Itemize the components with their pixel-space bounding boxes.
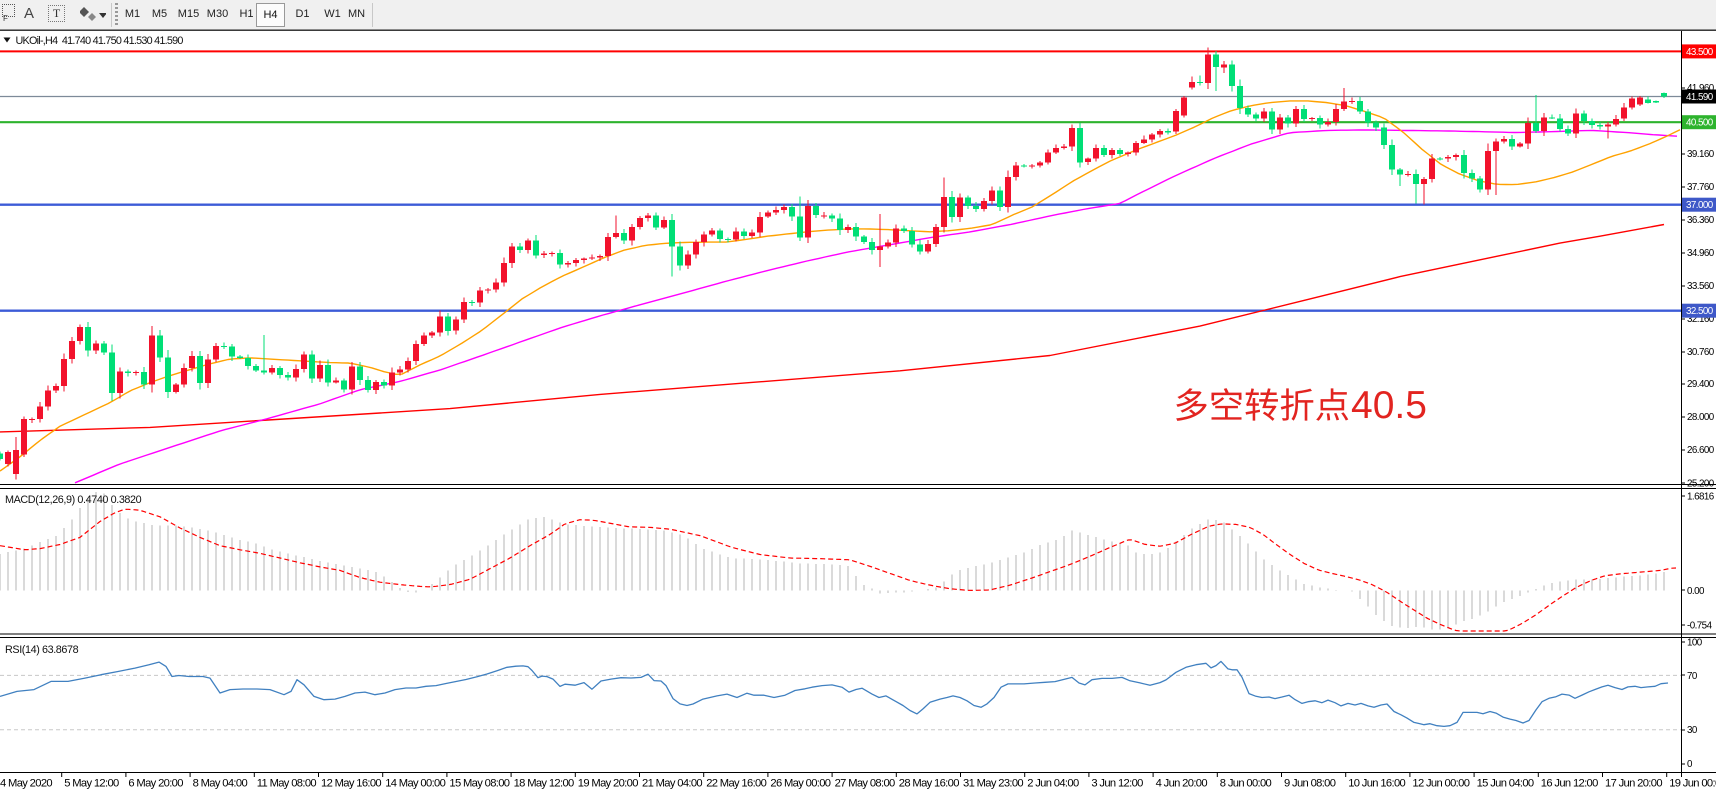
svg-text:18 May 12:00: 18 May 12:00 (514, 778, 574, 790)
svg-text:39.160: 39.160 (1687, 149, 1715, 160)
svg-text:37.000: 37.000 (1686, 200, 1714, 211)
svg-text:26 May 00:00: 26 May 00:00 (770, 778, 830, 790)
svg-text:11 May 08:00: 11 May 08:00 (257, 778, 317, 790)
svg-text:5 May 12:00: 5 May 12:00 (64, 778, 119, 790)
svg-text:0.00: 0.00 (1687, 586, 1705, 597)
svg-text:6 May 20:00: 6 May 20:00 (128, 778, 183, 790)
svg-text:4 Jun 20:00: 4 Jun 20:00 (1156, 778, 1208, 790)
svg-text:28 May 16:00: 28 May 16:00 (899, 778, 959, 790)
svg-text:25.200: 25.200 (1687, 478, 1715, 489)
svg-text:8 May 04:00: 8 May 04:00 (193, 778, 248, 790)
svg-text:MACD(12,26,9) 0.4740 0.3820: MACD(12,26,9) 0.4740 0.3820 (5, 494, 142, 506)
svg-text:43.500: 43.500 (1686, 47, 1714, 58)
svg-text:70: 70 (1687, 671, 1698, 682)
svg-text:27 May 08:00: 27 May 08:00 (835, 778, 895, 790)
svg-text:1.6816: 1.6816 (1687, 492, 1715, 503)
svg-text:41.960: 41.960 (1687, 83, 1715, 94)
svg-text:26.600: 26.600 (1687, 445, 1715, 456)
svg-text:-0.754: -0.754 (1687, 621, 1713, 632)
svg-text:14 May 00:00: 14 May 00:00 (385, 778, 445, 790)
svg-text:12 May 16:00: 12 May 16:00 (321, 778, 381, 790)
svg-text:RSI(14) 63.8678: RSI(14) 63.8678 (5, 644, 79, 656)
svg-text:4 May 2020: 4 May 2020 (0, 778, 52, 790)
svg-text:10 Jun 16:00: 10 Jun 16:00 (1348, 778, 1405, 790)
svg-text:12 Jun 00:00: 12 Jun 00:00 (1412, 778, 1469, 790)
svg-text:32.160: 32.160 (1687, 314, 1715, 325)
svg-text:3 Jun 12:00: 3 Jun 12:00 (1091, 778, 1143, 790)
svg-text:15 Jun 04:00: 15 Jun 04:00 (1477, 778, 1534, 790)
svg-text:34.960: 34.960 (1687, 248, 1715, 259)
svg-text:28.000: 28.000 (1687, 412, 1715, 423)
svg-text:30.760: 30.760 (1687, 347, 1715, 358)
svg-text:0: 0 (1687, 759, 1693, 770)
svg-text:16 Jun 12:00: 16 Jun 12:00 (1541, 778, 1598, 790)
svg-text:40.500: 40.500 (1686, 118, 1714, 129)
svg-text:100: 100 (1687, 638, 1703, 649)
svg-text:29.400: 29.400 (1687, 379, 1715, 390)
svg-text:22 May 16:00: 22 May 16:00 (706, 778, 766, 790)
svg-text:30: 30 (1687, 725, 1698, 736)
svg-text:32.500: 32.500 (1686, 306, 1714, 317)
svg-text:19 Jun 00:00: 19 Jun 00:00 (1669, 778, 1716, 790)
svg-text:21 May 04:00: 21 May 04:00 (642, 778, 702, 790)
svg-text:2 Jun 04:00: 2 Jun 04:00 (1027, 778, 1079, 790)
svg-text:8 Jun 00:00: 8 Jun 00:00 (1220, 778, 1272, 790)
svg-text:19 May 20:00: 19 May 20:00 (578, 778, 638, 790)
svg-text:UKOil-,H4 41.740 41.750 41.53: UKOil-,H4 41.740 41.750 41.530 41.590 (16, 35, 184, 47)
svg-text:37.760: 37.760 (1687, 182, 1715, 193)
svg-text:36.360: 36.360 (1687, 215, 1715, 226)
svg-text:31 May 23:00: 31 May 23:00 (963, 778, 1023, 790)
svg-text:33.560: 33.560 (1687, 281, 1715, 292)
svg-text:17 Jun 20:00: 17 Jun 20:00 (1605, 778, 1662, 790)
svg-text:40.5: 40.5 (1351, 384, 1427, 427)
svg-text:15 May 08:00: 15 May 08:00 (449, 778, 509, 790)
svg-text:9 Jun 08:00: 9 Jun 08:00 (1284, 778, 1336, 790)
svg-text:41.590: 41.590 (1686, 92, 1714, 103)
